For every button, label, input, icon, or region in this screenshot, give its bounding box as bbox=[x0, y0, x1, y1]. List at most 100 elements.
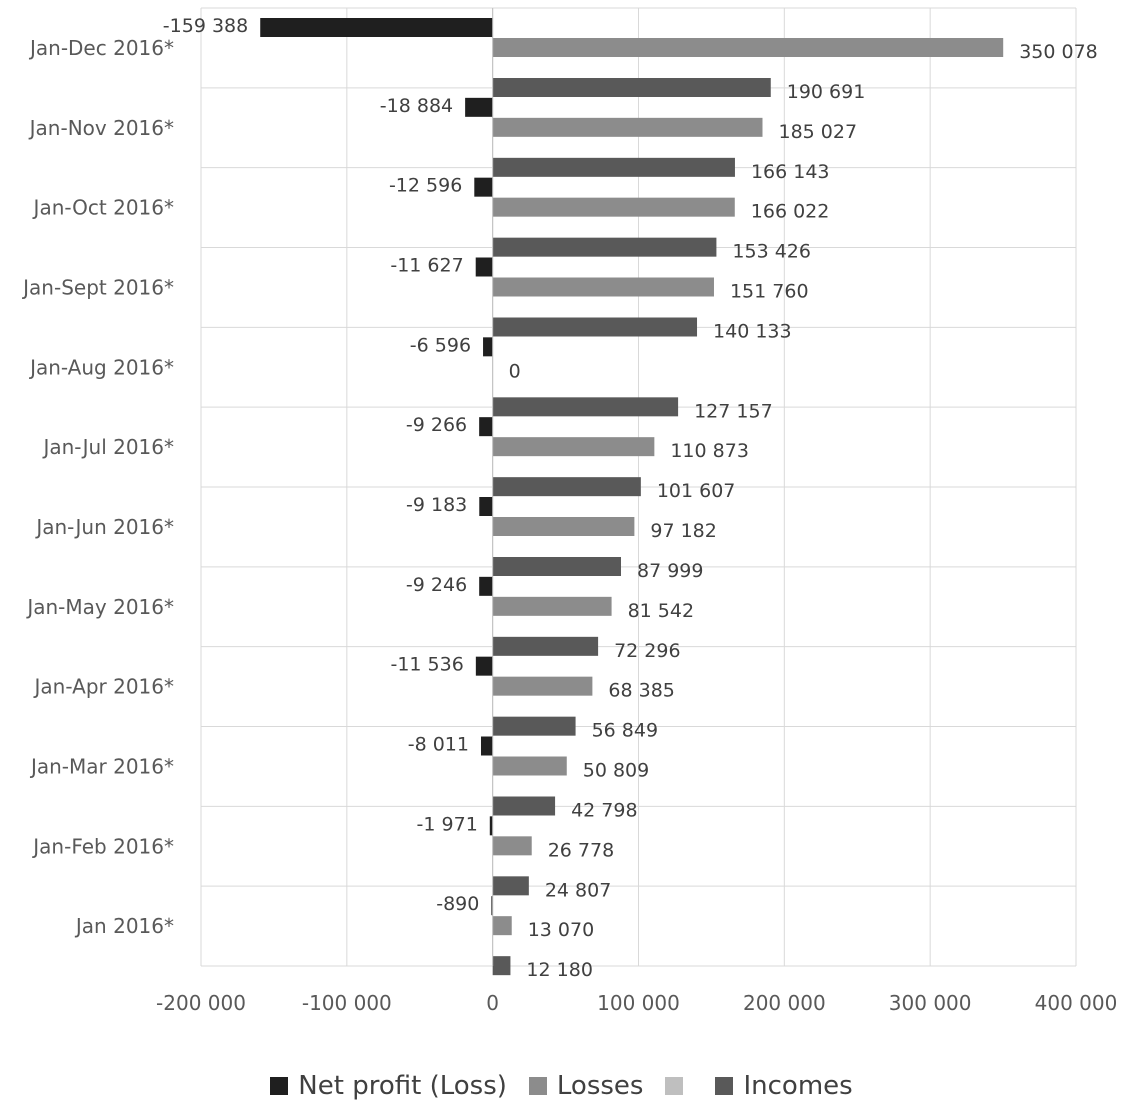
bar bbox=[492, 437, 655, 457]
data-label: -12 596 bbox=[389, 175, 462, 197]
bar bbox=[474, 177, 493, 197]
data-label: 26 778 bbox=[548, 839, 614, 861]
bar bbox=[492, 277, 714, 297]
data-label: 97 182 bbox=[650, 520, 716, 542]
data-label: -1 971 bbox=[417, 813, 478, 835]
bar bbox=[492, 117, 763, 137]
legend-item-incomes: Incomes bbox=[715, 1070, 853, 1101]
data-label: 190 691 bbox=[787, 81, 866, 103]
data-label: 56 849 bbox=[592, 720, 658, 742]
bar bbox=[489, 816, 493, 836]
bar-chart: -200 000 -100 000 0 100 000 200 000 300 000 40… bbox=[21, 7, 1117, 1015]
y-category-label: Jan-Jun 2016* bbox=[34, 515, 174, 539]
bar bbox=[492, 197, 735, 217]
bar bbox=[492, 956, 511, 976]
x-tick-label: -100 000 bbox=[302, 991, 392, 1015]
legend-item-net-profit: Net profit (Loss) bbox=[270, 1071, 507, 1101]
bar bbox=[492, 157, 735, 177]
y-category-label: Jan-Apr 2016* bbox=[33, 675, 174, 699]
bar bbox=[492, 78, 771, 97]
data-label: -18 884 bbox=[380, 95, 453, 117]
y-category-label: Jan-Jul 2016* bbox=[41, 435, 174, 459]
bar bbox=[492, 796, 556, 816]
y-category-label: Jan-Aug 2016* bbox=[28, 355, 174, 379]
data-label: 81 542 bbox=[628, 600, 694, 622]
data-label: 140 133 bbox=[713, 321, 792, 343]
data-label: -11 627 bbox=[390, 255, 463, 277]
y-category-label: Jan-Feb 2016* bbox=[31, 834, 174, 858]
data-label: 72 296 bbox=[614, 640, 680, 662]
legend-item-losses: Losses bbox=[528, 1070, 644, 1101]
bar bbox=[465, 97, 493, 117]
bar bbox=[492, 557, 621, 576]
bar bbox=[492, 596, 612, 616]
bar bbox=[260, 18, 493, 37]
legend-label-incomes: Incomes bbox=[743, 1070, 853, 1101]
y-category-label: Jan-May 2016* bbox=[25, 595, 174, 619]
data-label: 68 385 bbox=[608, 680, 674, 702]
data-label: -890 bbox=[436, 893, 479, 915]
y-category-label: Jan 2016* bbox=[74, 914, 174, 938]
bar bbox=[492, 317, 698, 337]
bar bbox=[491, 896, 493, 916]
data-label: -159 388 bbox=[163, 15, 248, 37]
data-label: 350 078 bbox=[1019, 41, 1098, 63]
data-label: 127 157 bbox=[694, 400, 773, 422]
data-label: 50 809 bbox=[583, 760, 649, 782]
legend-swatch-losses bbox=[528, 1076, 547, 1095]
data-label: 166 022 bbox=[751, 201, 830, 223]
legend-swatch-net-profit bbox=[270, 1076, 289, 1095]
data-label: -9 246 bbox=[406, 574, 467, 596]
legend-label-net-profit: Net profit (Loss) bbox=[298, 1070, 507, 1101]
bar bbox=[492, 237, 717, 257]
data-label: -9 183 bbox=[406, 494, 467, 516]
data-label: 42 798 bbox=[571, 800, 637, 822]
data-label: 101 607 bbox=[657, 480, 736, 502]
data-label: 12 180 bbox=[526, 959, 592, 981]
bar bbox=[492, 397, 679, 417]
y-category-label: Jan-Dec 2016* bbox=[28, 36, 174, 60]
bar bbox=[483, 337, 493, 357]
bar bbox=[479, 576, 493, 596]
y-category-label: Jan-Nov 2016* bbox=[28, 116, 174, 140]
bar bbox=[492, 916, 512, 936]
y-category-label: Jan-Oct 2016* bbox=[32, 196, 174, 220]
bar bbox=[480, 736, 493, 756]
bar bbox=[479, 497, 493, 516]
legend-item-unlabeled bbox=[665, 1076, 693, 1095]
legend-swatch-unlabeled bbox=[665, 1076, 684, 1095]
data-label: -6 596 bbox=[410, 334, 471, 356]
bar bbox=[492, 477, 641, 497]
data-label: 166 143 bbox=[751, 161, 830, 183]
y-category-label: Jan-Mar 2016* bbox=[29, 754, 174, 778]
data-label: 185 027 bbox=[778, 121, 857, 143]
bar bbox=[492, 876, 529, 896]
legend: Net profit (Loss) Losses Incomes bbox=[0, 1068, 1123, 1103]
x-tick-label: 300 000 bbox=[889, 991, 972, 1015]
legend-swatch-incomes bbox=[715, 1076, 734, 1095]
data-label: 153 426 bbox=[732, 241, 811, 263]
bar bbox=[475, 656, 493, 676]
x-tick-label: 0 bbox=[486, 991, 499, 1015]
bar bbox=[492, 38, 1004, 57]
data-label: 24 807 bbox=[545, 879, 611, 901]
y-category-label: Jan-Sept 2016* bbox=[21, 275, 174, 299]
bar bbox=[492, 716, 576, 736]
data-label: 151 760 bbox=[730, 281, 809, 303]
x-tick-label: 200 000 bbox=[743, 991, 826, 1015]
data-label: 13 070 bbox=[528, 919, 594, 941]
bar bbox=[492, 756, 567, 776]
bar bbox=[492, 517, 635, 536]
x-tick-label: -200 000 bbox=[156, 991, 246, 1015]
data-label: 110 873 bbox=[670, 440, 749, 462]
data-label: 0 bbox=[509, 360, 521, 382]
x-tick-label: 100 000 bbox=[597, 991, 680, 1015]
bar bbox=[492, 636, 599, 656]
data-label: -8 011 bbox=[408, 734, 469, 756]
bar bbox=[492, 676, 593, 696]
bar bbox=[479, 417, 493, 437]
legend-label-losses: Losses bbox=[556, 1070, 644, 1101]
data-label: 87 999 bbox=[637, 560, 703, 582]
data-label: -9 266 bbox=[406, 414, 467, 436]
bar bbox=[492, 836, 532, 856]
